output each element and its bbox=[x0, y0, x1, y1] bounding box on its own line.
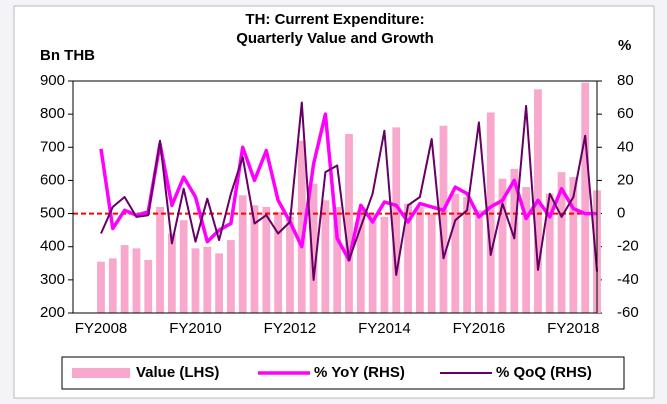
chart-title: TH: Current Expenditure: bbox=[245, 11, 424, 28]
bar bbox=[439, 125, 448, 313]
y-tick-label: 700 bbox=[40, 138, 65, 155]
bar bbox=[309, 183, 318, 313]
y2-tick-label: 40 bbox=[617, 138, 634, 155]
x-tick-label: FY2012 bbox=[264, 320, 317, 337]
bar bbox=[120, 245, 129, 313]
y2-tick-label: -60 bbox=[617, 304, 639, 321]
y2-tick-label: -40 bbox=[617, 271, 639, 288]
bar bbox=[581, 82, 590, 314]
y-axis-label: Bn THB bbox=[40, 47, 95, 64]
bar bbox=[132, 248, 141, 313]
bar bbox=[179, 220, 188, 313]
bar bbox=[345, 134, 353, 313]
bar bbox=[250, 205, 259, 313]
y-tick-label: 600 bbox=[40, 171, 65, 188]
bar bbox=[167, 233, 176, 313]
bar bbox=[463, 197, 471, 313]
bar bbox=[557, 172, 566, 313]
bar bbox=[97, 261, 105, 313]
y-tick-label: 400 bbox=[40, 238, 65, 255]
bar bbox=[427, 213, 436, 313]
legend-label: % YoY (RHS) bbox=[314, 364, 405, 381]
bar bbox=[215, 253, 223, 313]
y-tick-label: 900 bbox=[40, 72, 65, 89]
bar bbox=[286, 216, 294, 313]
bar bbox=[368, 213, 377, 313]
bar bbox=[392, 127, 401, 314]
plot-frame bbox=[72, 80, 598, 314]
bar bbox=[144, 259, 153, 313]
bar bbox=[191, 248, 200, 313]
y2-tick-label: 20 bbox=[617, 171, 634, 188]
y2-tick-label: 80 bbox=[617, 72, 634, 89]
bar bbox=[108, 258, 117, 313]
bar bbox=[510, 168, 519, 313]
y2-tick-label: -20 bbox=[617, 238, 639, 255]
y2-tick-label: 0 bbox=[617, 205, 625, 222]
bar bbox=[333, 206, 342, 313]
bar bbox=[380, 216, 389, 313]
bar bbox=[227, 240, 235, 313]
legend-box bbox=[61, 356, 625, 390]
line-series bbox=[100, 101, 598, 281]
chart-subtitle: Quarterly Value and Growth bbox=[236, 30, 434, 47]
y2-axis-label: % bbox=[618, 37, 631, 54]
bar bbox=[569, 177, 578, 313]
y-tick-label: 500 bbox=[40, 205, 65, 222]
x-tick-label: FY2018 bbox=[547, 320, 600, 337]
y2-tick-label: 60 bbox=[617, 105, 634, 122]
x-tick-label: FY2014 bbox=[358, 320, 411, 337]
x-tick-label: FY2010 bbox=[169, 320, 222, 337]
bar bbox=[297, 140, 306, 313]
y-tick-label: 200 bbox=[40, 304, 65, 321]
x-tick-label: FY2008 bbox=[75, 320, 128, 337]
bar bbox=[415, 206, 424, 313]
bar bbox=[475, 210, 483, 313]
x-tick-label: FY2016 bbox=[453, 320, 506, 337]
y-tick-label: 800 bbox=[40, 105, 65, 122]
legend-label: % QoQ (RHS) bbox=[496, 364, 592, 381]
bar bbox=[522, 187, 531, 313]
bar bbox=[203, 246, 212, 313]
legend-label: Value (LHS) bbox=[136, 364, 219, 381]
bar bbox=[545, 193, 554, 313]
bar bbox=[498, 178, 507, 313]
bar bbox=[451, 193, 460, 313]
bar bbox=[404, 203, 412, 313]
y-tick-label: 300 bbox=[40, 271, 65, 288]
bar bbox=[262, 206, 271, 313]
bar bbox=[156, 206, 164, 313]
bar bbox=[356, 210, 365, 313]
legend-swatch bbox=[72, 368, 130, 378]
bar bbox=[238, 195, 247, 313]
bar bbox=[274, 211, 283, 313]
bar bbox=[321, 200, 330, 313]
